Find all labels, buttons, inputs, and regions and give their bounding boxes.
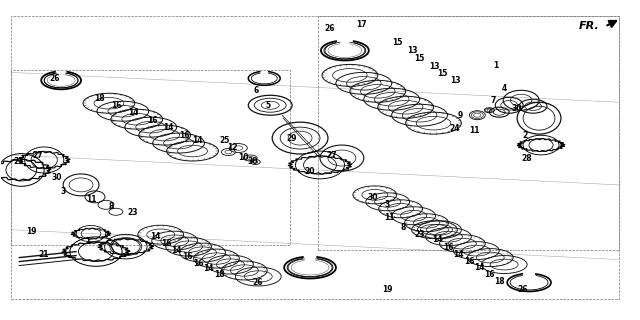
Text: 4: 4 <box>502 84 507 93</box>
Text: 26: 26 <box>49 74 60 83</box>
Text: 10: 10 <box>238 153 248 162</box>
Text: 19: 19 <box>26 227 36 236</box>
Text: 14: 14 <box>204 264 214 273</box>
Text: 14: 14 <box>163 123 174 132</box>
Text: 24: 24 <box>449 124 460 132</box>
Text: 16: 16 <box>111 101 122 110</box>
Text: 14: 14 <box>150 232 161 241</box>
Text: 14: 14 <box>192 136 203 145</box>
Text: 7: 7 <box>490 96 496 105</box>
Text: 1: 1 <box>493 61 499 70</box>
Text: 30: 30 <box>52 173 62 182</box>
Text: 27: 27 <box>32 150 42 160</box>
Text: 30: 30 <box>367 193 378 202</box>
Text: 21: 21 <box>38 250 49 259</box>
Text: 15: 15 <box>414 54 425 63</box>
Text: 30: 30 <box>247 157 257 166</box>
Text: 3: 3 <box>384 200 389 209</box>
Bar <box>318 16 619 250</box>
Text: 26: 26 <box>518 285 529 294</box>
Text: 16: 16 <box>443 243 454 252</box>
Text: 14: 14 <box>172 246 182 255</box>
Text: 18: 18 <box>95 94 105 103</box>
Text: 15: 15 <box>437 69 447 78</box>
Bar <box>12 70 290 244</box>
Text: 26: 26 <box>324 24 335 33</box>
Text: 11: 11 <box>469 126 479 135</box>
Text: 26: 26 <box>252 278 262 287</box>
Text: 16: 16 <box>147 116 158 125</box>
Text: 2: 2 <box>522 131 528 140</box>
Text: 18: 18 <box>214 270 225 279</box>
Text: 18: 18 <box>494 277 504 286</box>
Text: 20: 20 <box>305 167 316 176</box>
Text: 14: 14 <box>129 108 139 117</box>
Text: 13: 13 <box>407 46 418 55</box>
Text: 16: 16 <box>464 257 475 266</box>
Text: 17: 17 <box>356 20 367 29</box>
Text: 14: 14 <box>432 235 443 244</box>
Text: 13: 13 <box>429 62 440 71</box>
Bar <box>12 16 619 300</box>
Text: 12: 12 <box>227 142 237 152</box>
Text: 6: 6 <box>253 86 259 95</box>
Text: 16: 16 <box>161 239 172 248</box>
Text: FR.: FR. <box>579 20 600 31</box>
Text: 16: 16 <box>484 270 495 279</box>
Text: 8: 8 <box>108 202 113 211</box>
Text: 19: 19 <box>383 285 393 294</box>
Text: 1: 1 <box>85 237 91 246</box>
Text: 14: 14 <box>453 250 463 259</box>
Text: 27: 27 <box>326 150 337 160</box>
Text: 16: 16 <box>182 252 193 261</box>
Text: 8: 8 <box>401 223 406 232</box>
Text: 30: 30 <box>512 104 522 113</box>
Text: 23: 23 <box>127 208 138 217</box>
Text: 9: 9 <box>458 111 463 120</box>
Text: 13: 13 <box>450 76 461 85</box>
Text: 23: 23 <box>414 230 425 239</box>
Text: 5: 5 <box>266 101 271 110</box>
Text: 11: 11 <box>86 195 96 204</box>
Text: 25: 25 <box>220 136 230 145</box>
Text: 22: 22 <box>13 157 24 166</box>
Text: 11: 11 <box>385 213 395 222</box>
Text: 3: 3 <box>61 188 66 196</box>
Text: 28: 28 <box>522 154 532 163</box>
Text: 14: 14 <box>474 263 484 272</box>
Text: 29: 29 <box>287 133 298 143</box>
Text: 16: 16 <box>179 131 190 140</box>
Text: 15: 15 <box>392 38 403 47</box>
Text: 16: 16 <box>193 259 204 268</box>
